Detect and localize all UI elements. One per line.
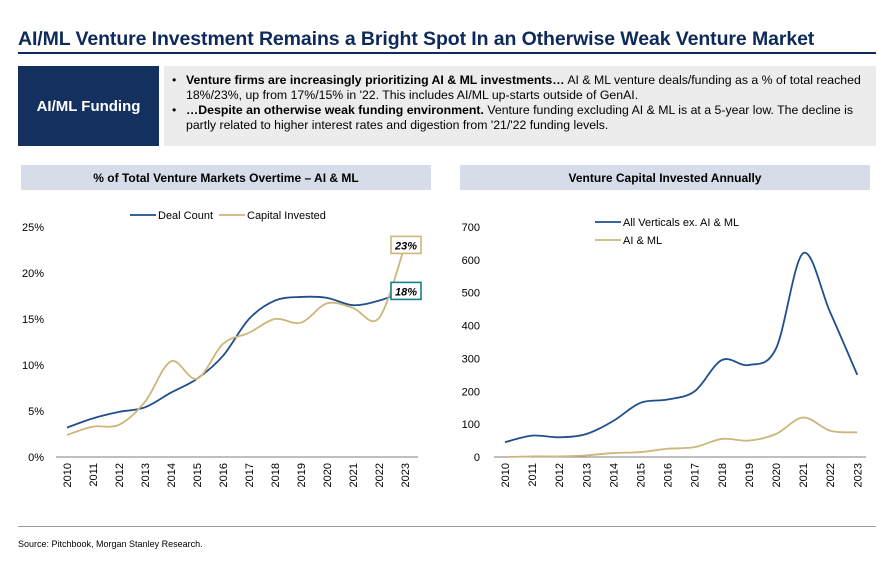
x-tick-label: 2017	[244, 463, 256, 487]
series-line-secondary	[504, 416, 858, 458]
legend-label: Deal Count	[158, 210, 213, 222]
x-tick-label: 2020	[322, 463, 334, 487]
x-tick-label: 2015	[192, 463, 204, 487]
x-tick-label: 2012	[554, 463, 566, 487]
x-tick-label: 2011	[527, 463, 539, 487]
y-tick-label: 700	[462, 222, 480, 234]
y-tick-label: 10%	[22, 360, 44, 372]
title-divider	[18, 52, 876, 54]
x-tick-label: 2013	[581, 463, 593, 487]
legend-label: All Verticals ex. AI & ML	[623, 217, 739, 229]
x-tick-label: 2011	[88, 463, 100, 487]
y-tick-label: 5%	[28, 406, 44, 418]
bullet-1: • Venture firms are increasingly priorit…	[170, 73, 866, 103]
x-tick-label: 2019	[744, 463, 756, 487]
y-tick-label: 300	[462, 353, 480, 365]
x-tick-label: 2021	[798, 463, 810, 487]
callout-box	[390, 281, 422, 301]
callout-deal-count: 18%	[395, 286, 417, 298]
x-tick-label: 2020	[771, 463, 783, 487]
chart-1-title: % of Total Venture Markets Overtime – AI…	[21, 165, 431, 190]
y-tick-label: 20%	[22, 268, 44, 280]
legend-label: AI & ML	[623, 235, 662, 247]
bullet-2-bold: …Despite an otherwise weak funding envir…	[186, 103, 484, 117]
section-label-text: AI/ML Funding	[36, 97, 141, 115]
footer-divider	[18, 526, 876, 527]
y-tick-label: 15%	[22, 314, 44, 326]
x-tick-label: 2019	[296, 463, 308, 487]
x-tick-label: 2021	[348, 463, 360, 487]
x-tick-label: 2010	[62, 463, 74, 487]
bullet-dot-icon: •	[172, 73, 177, 87]
y-tick-label: 600	[462, 255, 480, 267]
summary-bullets: • Venture firms are increasingly priorit…	[164, 66, 876, 146]
source-note: Source: Pitchbook, Morgan Stanley Resear…	[18, 539, 203, 549]
page-title: AI/ML Venture Investment Remains a Brigh…	[18, 28, 815, 50]
chart-2-title: Venture Capital Invested Annually	[460, 165, 870, 190]
bullet-1-bold: Venture firms are increasingly prioritiz…	[186, 73, 565, 87]
bullet-2-text: Venture funding excluding AI & ML is at …	[186, 103, 854, 132]
x-tick-label: 2012	[114, 463, 126, 487]
y-tick-label: 25%	[22, 222, 44, 234]
y-tick-label: 400	[462, 321, 480, 333]
legend-label: Capital Invested	[247, 210, 326, 222]
y-tick-label: 100	[462, 419, 480, 431]
bullet-1-text: AI & ML venture deals/funding as a % of …	[186, 73, 861, 102]
series-line-secondary	[66, 245, 406, 436]
section-label: AI/ML Funding	[18, 66, 159, 146]
bullet-dot-icon: •	[172, 103, 177, 117]
callout-box	[390, 235, 422, 255]
x-tick-label: 2010	[500, 463, 512, 487]
y-tick-label: 0	[474, 452, 480, 464]
x-tick-label: 2022	[374, 463, 386, 487]
x-tick-label: 2013	[140, 463, 152, 487]
x-tick-label: 2015	[636, 463, 648, 487]
x-tick-label: 2018	[717, 463, 729, 487]
x-tick-label: 2022	[825, 463, 837, 487]
x-tick-label: 2023	[400, 463, 412, 487]
callout-capital-invested: 23%	[394, 240, 417, 252]
x-tick-label: 2016	[218, 463, 230, 487]
x-tick-label: 2017	[690, 463, 702, 487]
y-tick-label: 200	[462, 386, 480, 398]
x-tick-label: 2016	[663, 463, 675, 487]
x-tick-label: 2023	[852, 463, 864, 487]
y-tick-label: 0%	[28, 452, 44, 464]
x-tick-label: 2018	[270, 463, 282, 487]
x-tick-label: 2014	[166, 463, 178, 487]
series-line-primary	[504, 252, 859, 444]
y-tick-label: 500	[462, 288, 480, 300]
bullet-2: • …Despite an otherwise weak funding env…	[170, 103, 866, 133]
x-tick-label: 2014	[608, 463, 620, 487]
